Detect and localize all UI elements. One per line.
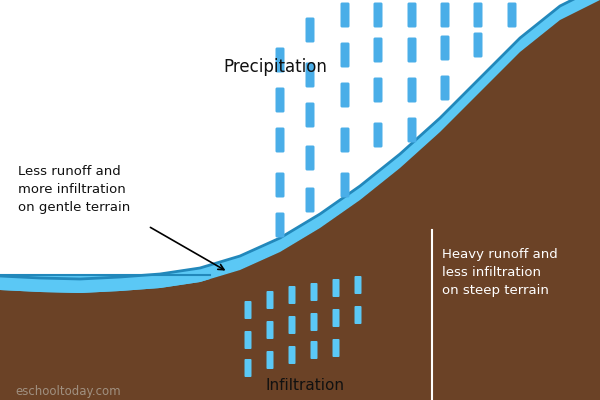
FancyBboxPatch shape [275, 88, 284, 112]
FancyBboxPatch shape [289, 316, 296, 334]
FancyBboxPatch shape [332, 309, 340, 327]
FancyBboxPatch shape [473, 32, 482, 58]
FancyBboxPatch shape [266, 321, 274, 339]
Text: Infiltration: Infiltration [265, 378, 344, 393]
FancyBboxPatch shape [245, 301, 251, 319]
Text: eschooltoday.com: eschooltoday.com [15, 385, 121, 398]
FancyBboxPatch shape [341, 82, 349, 108]
FancyBboxPatch shape [311, 283, 317, 301]
FancyBboxPatch shape [275, 128, 284, 152]
Polygon shape [0, 275, 210, 293]
FancyBboxPatch shape [275, 172, 284, 198]
FancyBboxPatch shape [355, 276, 361, 294]
FancyBboxPatch shape [407, 78, 416, 102]
FancyBboxPatch shape [332, 339, 340, 357]
FancyBboxPatch shape [266, 291, 274, 309]
FancyBboxPatch shape [440, 36, 449, 60]
FancyBboxPatch shape [407, 38, 416, 62]
FancyBboxPatch shape [311, 313, 317, 331]
FancyBboxPatch shape [341, 2, 349, 28]
FancyBboxPatch shape [305, 18, 314, 42]
Polygon shape [0, 0, 600, 293]
FancyBboxPatch shape [341, 172, 349, 198]
FancyBboxPatch shape [275, 212, 284, 238]
FancyBboxPatch shape [245, 359, 251, 377]
FancyBboxPatch shape [341, 128, 349, 152]
FancyBboxPatch shape [245, 331, 251, 349]
Text: Less runoff and
more infiltration
on gentle terrain: Less runoff and more infiltration on gen… [18, 165, 130, 214]
FancyBboxPatch shape [473, 2, 482, 28]
FancyBboxPatch shape [440, 2, 449, 28]
Text: Precipitation: Precipitation [223, 58, 327, 76]
FancyBboxPatch shape [407, 118, 416, 142]
FancyBboxPatch shape [440, 76, 449, 100]
FancyBboxPatch shape [289, 286, 296, 304]
FancyBboxPatch shape [373, 78, 383, 102]
FancyBboxPatch shape [373, 2, 383, 28]
FancyBboxPatch shape [508, 2, 517, 28]
FancyBboxPatch shape [266, 351, 274, 369]
FancyBboxPatch shape [289, 346, 296, 364]
FancyBboxPatch shape [373, 38, 383, 62]
FancyBboxPatch shape [332, 279, 340, 297]
FancyBboxPatch shape [305, 188, 314, 212]
FancyBboxPatch shape [275, 48, 284, 72]
FancyBboxPatch shape [305, 62, 314, 88]
FancyBboxPatch shape [407, 2, 416, 28]
FancyBboxPatch shape [305, 102, 314, 128]
FancyBboxPatch shape [355, 306, 361, 324]
FancyBboxPatch shape [305, 146, 314, 170]
FancyBboxPatch shape [341, 42, 349, 68]
FancyBboxPatch shape [373, 122, 383, 148]
FancyBboxPatch shape [311, 341, 317, 359]
Text: Heavy runoff and
less infiltration
on steep terrain: Heavy runoff and less infiltration on st… [442, 248, 558, 297]
